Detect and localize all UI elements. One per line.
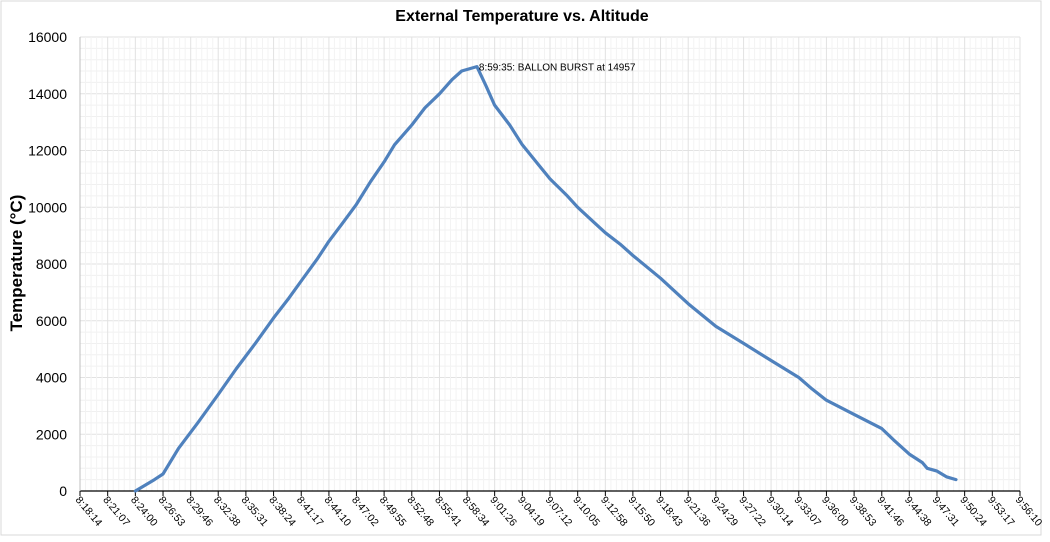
y-tick-label: 2000 bbox=[36, 426, 67, 442]
chart-title: External Temperature vs. Altitude bbox=[395, 8, 649, 25]
y-tick-labels: 0 2000 4000 6000 8000 10000 12000 14000 16000 bbox=[28, 29, 67, 499]
annotations: 8:59:35: BALLON BURST at 14957 bbox=[479, 63, 636, 74]
series-line bbox=[133, 64, 958, 493]
y-tick-label: 10000 bbox=[28, 199, 67, 215]
annotation-label: 8:59:35: BALLON BURST at 14957 bbox=[479, 63, 636, 74]
y-tick-label: 0 bbox=[59, 483, 67, 499]
grid-lines bbox=[80, 36, 1021, 491]
y-tick-label: 14000 bbox=[28, 86, 67, 102]
y-tick-label: 4000 bbox=[36, 370, 67, 386]
y-axis-label: Temperature (°C) bbox=[7, 195, 26, 332]
y-tick-label: 16000 bbox=[28, 29, 67, 45]
axes bbox=[79, 37, 1021, 496]
y-tick-label: 12000 bbox=[28, 143, 67, 159]
y-tick-label: 6000 bbox=[36, 313, 67, 329]
series-layer bbox=[133, 64, 958, 493]
y-tick-label: 8000 bbox=[36, 256, 67, 272]
